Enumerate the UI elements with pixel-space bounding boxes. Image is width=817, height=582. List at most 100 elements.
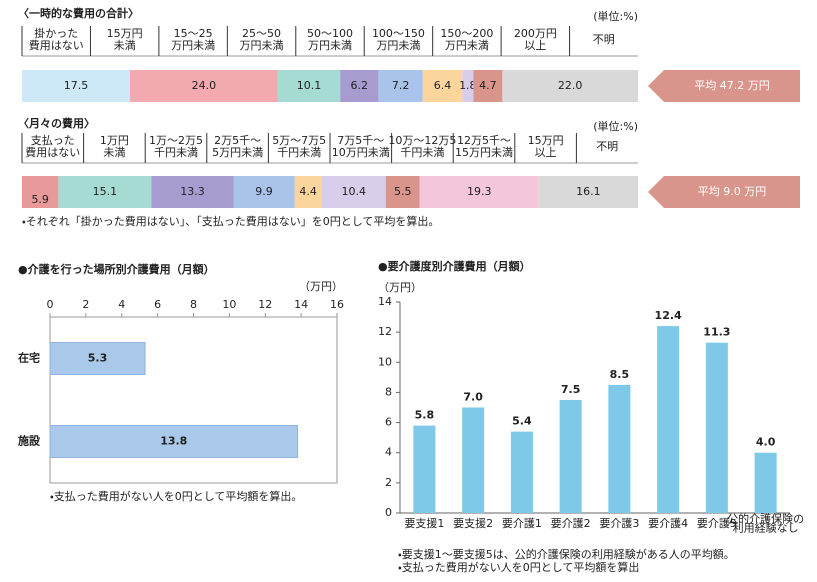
chart-title: 〈一時的な費用の合計〉: [18, 6, 139, 20]
bar: [462, 407, 485, 513]
value-label: 22.0: [558, 79, 583, 92]
segment-header: 15～25: [174, 27, 213, 40]
value-label: 5.4: [512, 415, 532, 428]
bar-segment: [294, 176, 322, 208]
x-tick-label: 10: [222, 298, 236, 311]
bar: [413, 425, 436, 513]
segment-header: 1万円: [100, 134, 129, 147]
bar-segment: [422, 70, 463, 102]
segment-header: 費用はない: [25, 145, 80, 159]
value-label: 11.3: [703, 326, 730, 339]
segment-header: 不明: [593, 33, 615, 46]
bar-segment: [385, 176, 420, 208]
note: ・支払った費用がない人を0円として平均額を算出: [398, 560, 639, 574]
segment-header: 不明: [596, 140, 618, 153]
bar-segment: [462, 70, 474, 102]
bar: [49, 342, 146, 375]
x-tick-label: 6: [154, 298, 161, 311]
x-tick-label: 利用経験なし: [733, 521, 799, 535]
segment-header: 費用はない: [29, 38, 84, 52]
segment-header: 万円未満: [171, 39, 215, 52]
bar-segment: [22, 70, 130, 102]
segment-header: 未満: [103, 146, 125, 159]
segment-header: 支払った: [31, 133, 75, 147]
value-label: 4.0: [756, 436, 776, 449]
segment-header: 万円未満: [445, 39, 489, 52]
bar: [705, 342, 728, 513]
note: ・要支援1～要支援5は、公的介護保険の利用経験がある人の平均額。: [398, 547, 735, 561]
value-label: 5.5: [394, 185, 412, 198]
segment-header: 7万5千～: [337, 134, 384, 147]
bar-segment: [277, 70, 341, 102]
value-label: 13.8: [160, 435, 187, 448]
segment-header: 150～200: [440, 27, 493, 40]
value-label: 19.3: [467, 185, 492, 198]
value-label: 7.0: [463, 391, 483, 404]
x-tick-label: 要介護1: [502, 516, 542, 530]
segment-header: 千円未満: [400, 146, 444, 159]
value-label: 7.5: [561, 383, 581, 396]
value-label: 4.4: [299, 185, 317, 198]
segment-header: 万円未満: [240, 39, 284, 52]
value-label: 10.4: [341, 185, 366, 198]
bar-segment: [340, 70, 379, 102]
chart-title: 〈月々の費用〉: [18, 116, 95, 130]
segment-header: 万円未満: [308, 39, 352, 52]
x-tick-label: 14: [294, 298, 308, 311]
y-tick-label: 在宅: [18, 351, 40, 365]
segment-header: 掛かった: [34, 26, 78, 40]
value-label: 13.3: [180, 185, 205, 198]
value-label: 4.7: [479, 79, 497, 92]
segment-header: 15万円: [107, 27, 143, 40]
x-tick-label: 要支援1: [404, 516, 444, 530]
x-tick-label: 要支援2: [453, 516, 493, 530]
x-tick-label: 要介護4: [648, 516, 688, 530]
y-tick-label: 10: [378, 355, 392, 368]
bar-segment: [233, 176, 295, 208]
segment-header: 以上: [524, 39, 546, 52]
value-label: 16.1: [576, 185, 601, 198]
note: ・それぞれ「掛かった費用はない」、「支払った費用はない」を0円として平均を算出。: [22, 214, 439, 228]
unit-label: (単位:%): [593, 119, 638, 133]
segment-header: 12万5千～: [457, 134, 511, 147]
unit-label: （万円）: [299, 280, 343, 293]
unit-label: (単位:%): [593, 9, 638, 23]
value-label: 9.9: [255, 185, 273, 198]
bar-segment: [22, 176, 59, 208]
average-badge: [648, 176, 800, 208]
plot-frame: [49, 316, 338, 484]
value-label: 17.5: [64, 79, 89, 92]
segment-header: 1万～2万5: [149, 134, 203, 147]
value-label: 6.4: [434, 79, 452, 92]
segment-header: 千円未満: [277, 146, 321, 159]
bar: [510, 431, 533, 513]
x-tick-label: 公的介護保険の: [727, 512, 804, 526]
segment-header: 100～150: [372, 27, 425, 40]
x-tick-label: 0: [47, 298, 54, 311]
segment-header: 5万円未満: [212, 146, 263, 159]
bar: [754, 452, 777, 513]
segment-header: 未満: [114, 39, 136, 52]
x-tick-label: 2: [82, 298, 89, 311]
segment-header: 25～50: [242, 27, 281, 40]
bar-segment: [321, 176, 386, 208]
y-tick-label: 0: [385, 506, 392, 519]
segment-header: 50～100: [307, 27, 353, 40]
y-tick-label: 4: [385, 446, 392, 459]
segment-header: 2万5千～: [214, 134, 261, 147]
segment-header: 10万円未満: [332, 146, 390, 159]
value-label: 8.5: [610, 368, 630, 381]
segment-header: 以上: [535, 146, 557, 159]
segment-header: 10万～12万5: [388, 134, 456, 147]
bar-segment: [129, 70, 278, 102]
x-tick-label: 16: [330, 298, 344, 311]
x-tick-label: 8: [190, 298, 197, 311]
x-tick-label: 要介護3: [599, 516, 639, 530]
bar-segment: [151, 176, 234, 208]
segment-header: 15万円: [528, 134, 564, 147]
value-label: 12.4: [655, 309, 682, 322]
y-tick-label: 2: [385, 476, 392, 489]
average-label: 平均 9.0 万円: [698, 184, 767, 198]
y-tick-label: 14: [378, 295, 392, 308]
